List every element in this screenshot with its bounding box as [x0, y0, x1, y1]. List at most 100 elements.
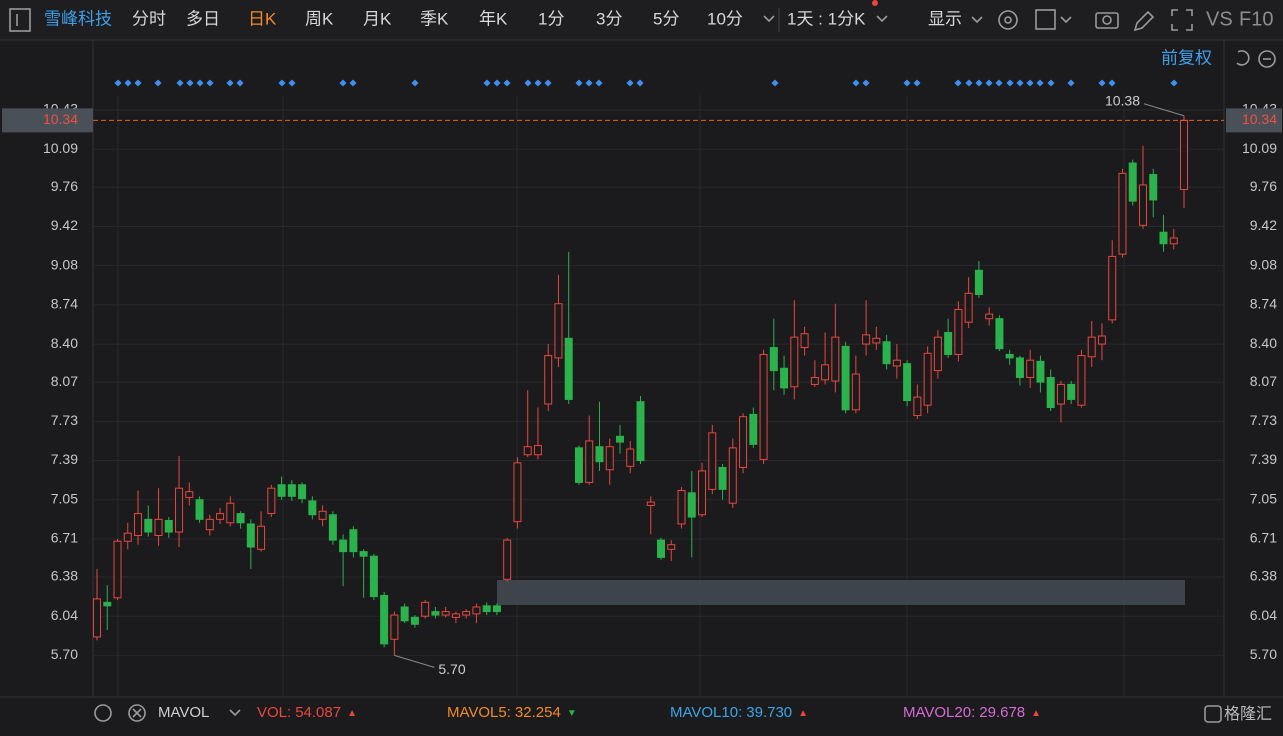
candle-body — [944, 332, 953, 355]
candle-body — [636, 401, 645, 462]
candle-body — [328, 514, 337, 541]
tab[interactable]: 多日 — [186, 9, 220, 28]
stock-name[interactable]: 雪峰科技 — [44, 9, 112, 28]
tab[interactable]: 3分 — [596, 9, 622, 28]
signal-marker — [1006, 79, 1014, 87]
candle-body — [1036, 360, 1045, 383]
signal-marker — [595, 79, 603, 87]
signal-marker — [206, 79, 214, 87]
candle-body — [257, 525, 266, 550]
candle-body — [318, 510, 327, 520]
candle-body — [739, 416, 748, 468]
box-icon[interactable] — [1035, 9, 1056, 30]
candle-body — [626, 448, 635, 467]
signal-marker — [585, 79, 593, 87]
watermark: 格隆汇 — [1224, 705, 1272, 723]
tab[interactable]: 年K — [479, 9, 508, 28]
candle-body — [298, 484, 307, 500]
candle-body — [216, 513, 225, 520]
y-tick-label-right: 8.07 — [1250, 373, 1277, 389]
tab[interactable]: 分时 — [132, 9, 166, 28]
chevron[interactable] — [229, 709, 241, 717]
signal-marker — [154, 79, 162, 87]
candle-body — [1138, 184, 1147, 226]
candle-body — [380, 594, 389, 645]
tab[interactable]: 周K — [305, 9, 334, 28]
candle-body — [646, 501, 655, 507]
candle-body — [964, 292, 973, 323]
indicator-arrow: ▼ — [567, 708, 577, 719]
y-tick-label: 8.40 — [51, 335, 78, 351]
compare[interactable]: VS — [1206, 8, 1233, 30]
fullscreen-icon[interactable] — [1171, 9, 1193, 31]
candle-body — [574, 447, 583, 483]
candle-body — [1087, 336, 1096, 358]
candle-body — [1108, 255, 1117, 321]
y-tick-label: 6.04 — [51, 607, 78, 623]
candle-body — [1128, 162, 1137, 202]
candle-body — [175, 487, 184, 533]
signal-marker — [483, 79, 491, 87]
signal-marker — [544, 79, 552, 87]
signal-marker — [626, 79, 634, 87]
y-tick-label: 9.76 — [51, 178, 78, 194]
candle-body — [985, 313, 994, 320]
candle-body — [872, 337, 881, 344]
y-tick-label: 8.07 — [51, 373, 78, 389]
pen-icon[interactable] — [1133, 10, 1155, 32]
signal-marker — [913, 79, 921, 87]
candle-body — [605, 446, 614, 471]
candle-body — [1169, 237, 1178, 245]
candle-body — [185, 491, 194, 498]
candle-body — [923, 352, 932, 406]
candle-body — [492, 605, 501, 613]
reset-icon[interactable] — [1236, 50, 1250, 66]
signal-marker — [339, 79, 347, 87]
last-price-tag-right — [1226, 108, 1282, 133]
interval[interactable]: 1天 : 1分K — [787, 9, 866, 28]
y-tick-label: 8.74 — [51, 296, 78, 312]
signal-marker — [124, 79, 132, 87]
tab[interactable]: 5分 — [653, 9, 679, 28]
display-menu[interactable]: 显示 — [928, 9, 962, 28]
chevron[interactable] — [971, 16, 983, 24]
tab[interactable]: 1分 — [538, 9, 564, 28]
tab[interactable]: 月K — [363, 9, 392, 28]
high-pointer — [1143, 103, 1185, 117]
candle-body — [287, 484, 296, 497]
chevron[interactable] — [876, 15, 888, 23]
last-price-label: 10.34 — [43, 111, 78, 127]
chevron[interactable] — [763, 15, 775, 23]
sidebar-toggle[interactable] — [9, 8, 31, 32]
tab[interactable]: 季K — [420, 9, 449, 28]
indicator-close[interactable] — [128, 704, 146, 722]
tab[interactable]: 日K — [248, 9, 277, 28]
candle-body — [841, 345, 850, 411]
indicator-settings[interactable] — [94, 704, 112, 722]
candle-body — [749, 413, 758, 445]
candle-body — [421, 601, 430, 617]
adjust-mode[interactable]: 前复权 — [1161, 48, 1212, 67]
zoom-out-icon[interactable] — [1258, 50, 1276, 68]
signal-marker — [862, 79, 870, 87]
camera-icon[interactable] — [1095, 12, 1119, 29]
candle-body — [564, 337, 573, 400]
signal-marker — [975, 79, 983, 87]
chevron[interactable] — [1060, 16, 1072, 24]
f10[interactable]: F10 — [1239, 8, 1273, 30]
indicator-name[interactable]: MAVOL — [158, 704, 209, 721]
signal-marker — [575, 79, 583, 87]
camera-lens — [1102, 15, 1112, 25]
settings-icon[interactable] — [998, 10, 1018, 30]
candle-body — [400, 606, 409, 622]
candle-body — [1015, 357, 1024, 379]
candle-body — [1159, 231, 1168, 245]
y-tick-label-right: 6.38 — [1250, 568, 1277, 584]
tab[interactable]: 10分 — [707, 9, 743, 28]
candle-body — [451, 613, 460, 618]
indicator-arrow: ▲ — [347, 708, 357, 719]
candle-body — [1118, 172, 1127, 255]
candle-body — [933, 336, 942, 372]
candle-body — [1149, 174, 1158, 201]
